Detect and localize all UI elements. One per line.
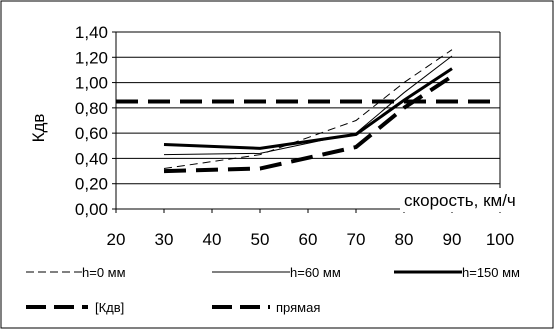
legend-label-2: h=60 мм <box>290 265 341 280</box>
series-line-1 <box>163 49 453 170</box>
xlabel-background <box>400 188 552 212</box>
x-tick-label: 30 <box>155 230 174 249</box>
y-tick-label: 0,20 <box>75 175 108 194</box>
x-tick-label: 90 <box>443 230 462 249</box>
x-tick-label: 20 <box>107 230 126 249</box>
legend-label-3: h=150 мм <box>462 265 520 280</box>
x-tick-label: 50 <box>251 230 270 249</box>
legend: h=0 мм h=60 мм h=150 мм [Кдв] прямая <box>26 265 520 315</box>
y-tick-label: 1,00 <box>75 74 108 93</box>
x-tick-label: 40 <box>203 230 222 249</box>
legend-label-4: [Кдв] <box>95 300 124 315</box>
x-tick-label: 100 <box>486 230 514 249</box>
y-tick-label: 0,00 <box>75 200 108 219</box>
label-layer: скорость, км/ч Кдв <box>29 114 552 212</box>
x-axis-title: скорость, км/ч <box>404 191 516 210</box>
x-tick-label: 70 <box>347 230 366 249</box>
series-line-5 <box>163 74 454 174</box>
series-line-3 <box>163 67 453 150</box>
x-tick-label: 60 <box>299 230 318 249</box>
y-tick-label: 1,20 <box>75 48 108 67</box>
x-tick-label: 80 <box>395 230 414 249</box>
legend-label-5: прямая <box>276 300 320 315</box>
y-tick-label: 1,40 <box>75 23 108 42</box>
y-tick-label: 0,40 <box>75 149 108 168</box>
y-tick-label: 0,80 <box>75 99 108 118</box>
y-tick-label: 0,60 <box>75 124 108 143</box>
legend-label-1: h=0 мм <box>82 265 126 280</box>
series-layer <box>116 49 500 174</box>
y-axis-title: Кдв <box>29 114 48 143</box>
grid-layer <box>116 31 500 210</box>
